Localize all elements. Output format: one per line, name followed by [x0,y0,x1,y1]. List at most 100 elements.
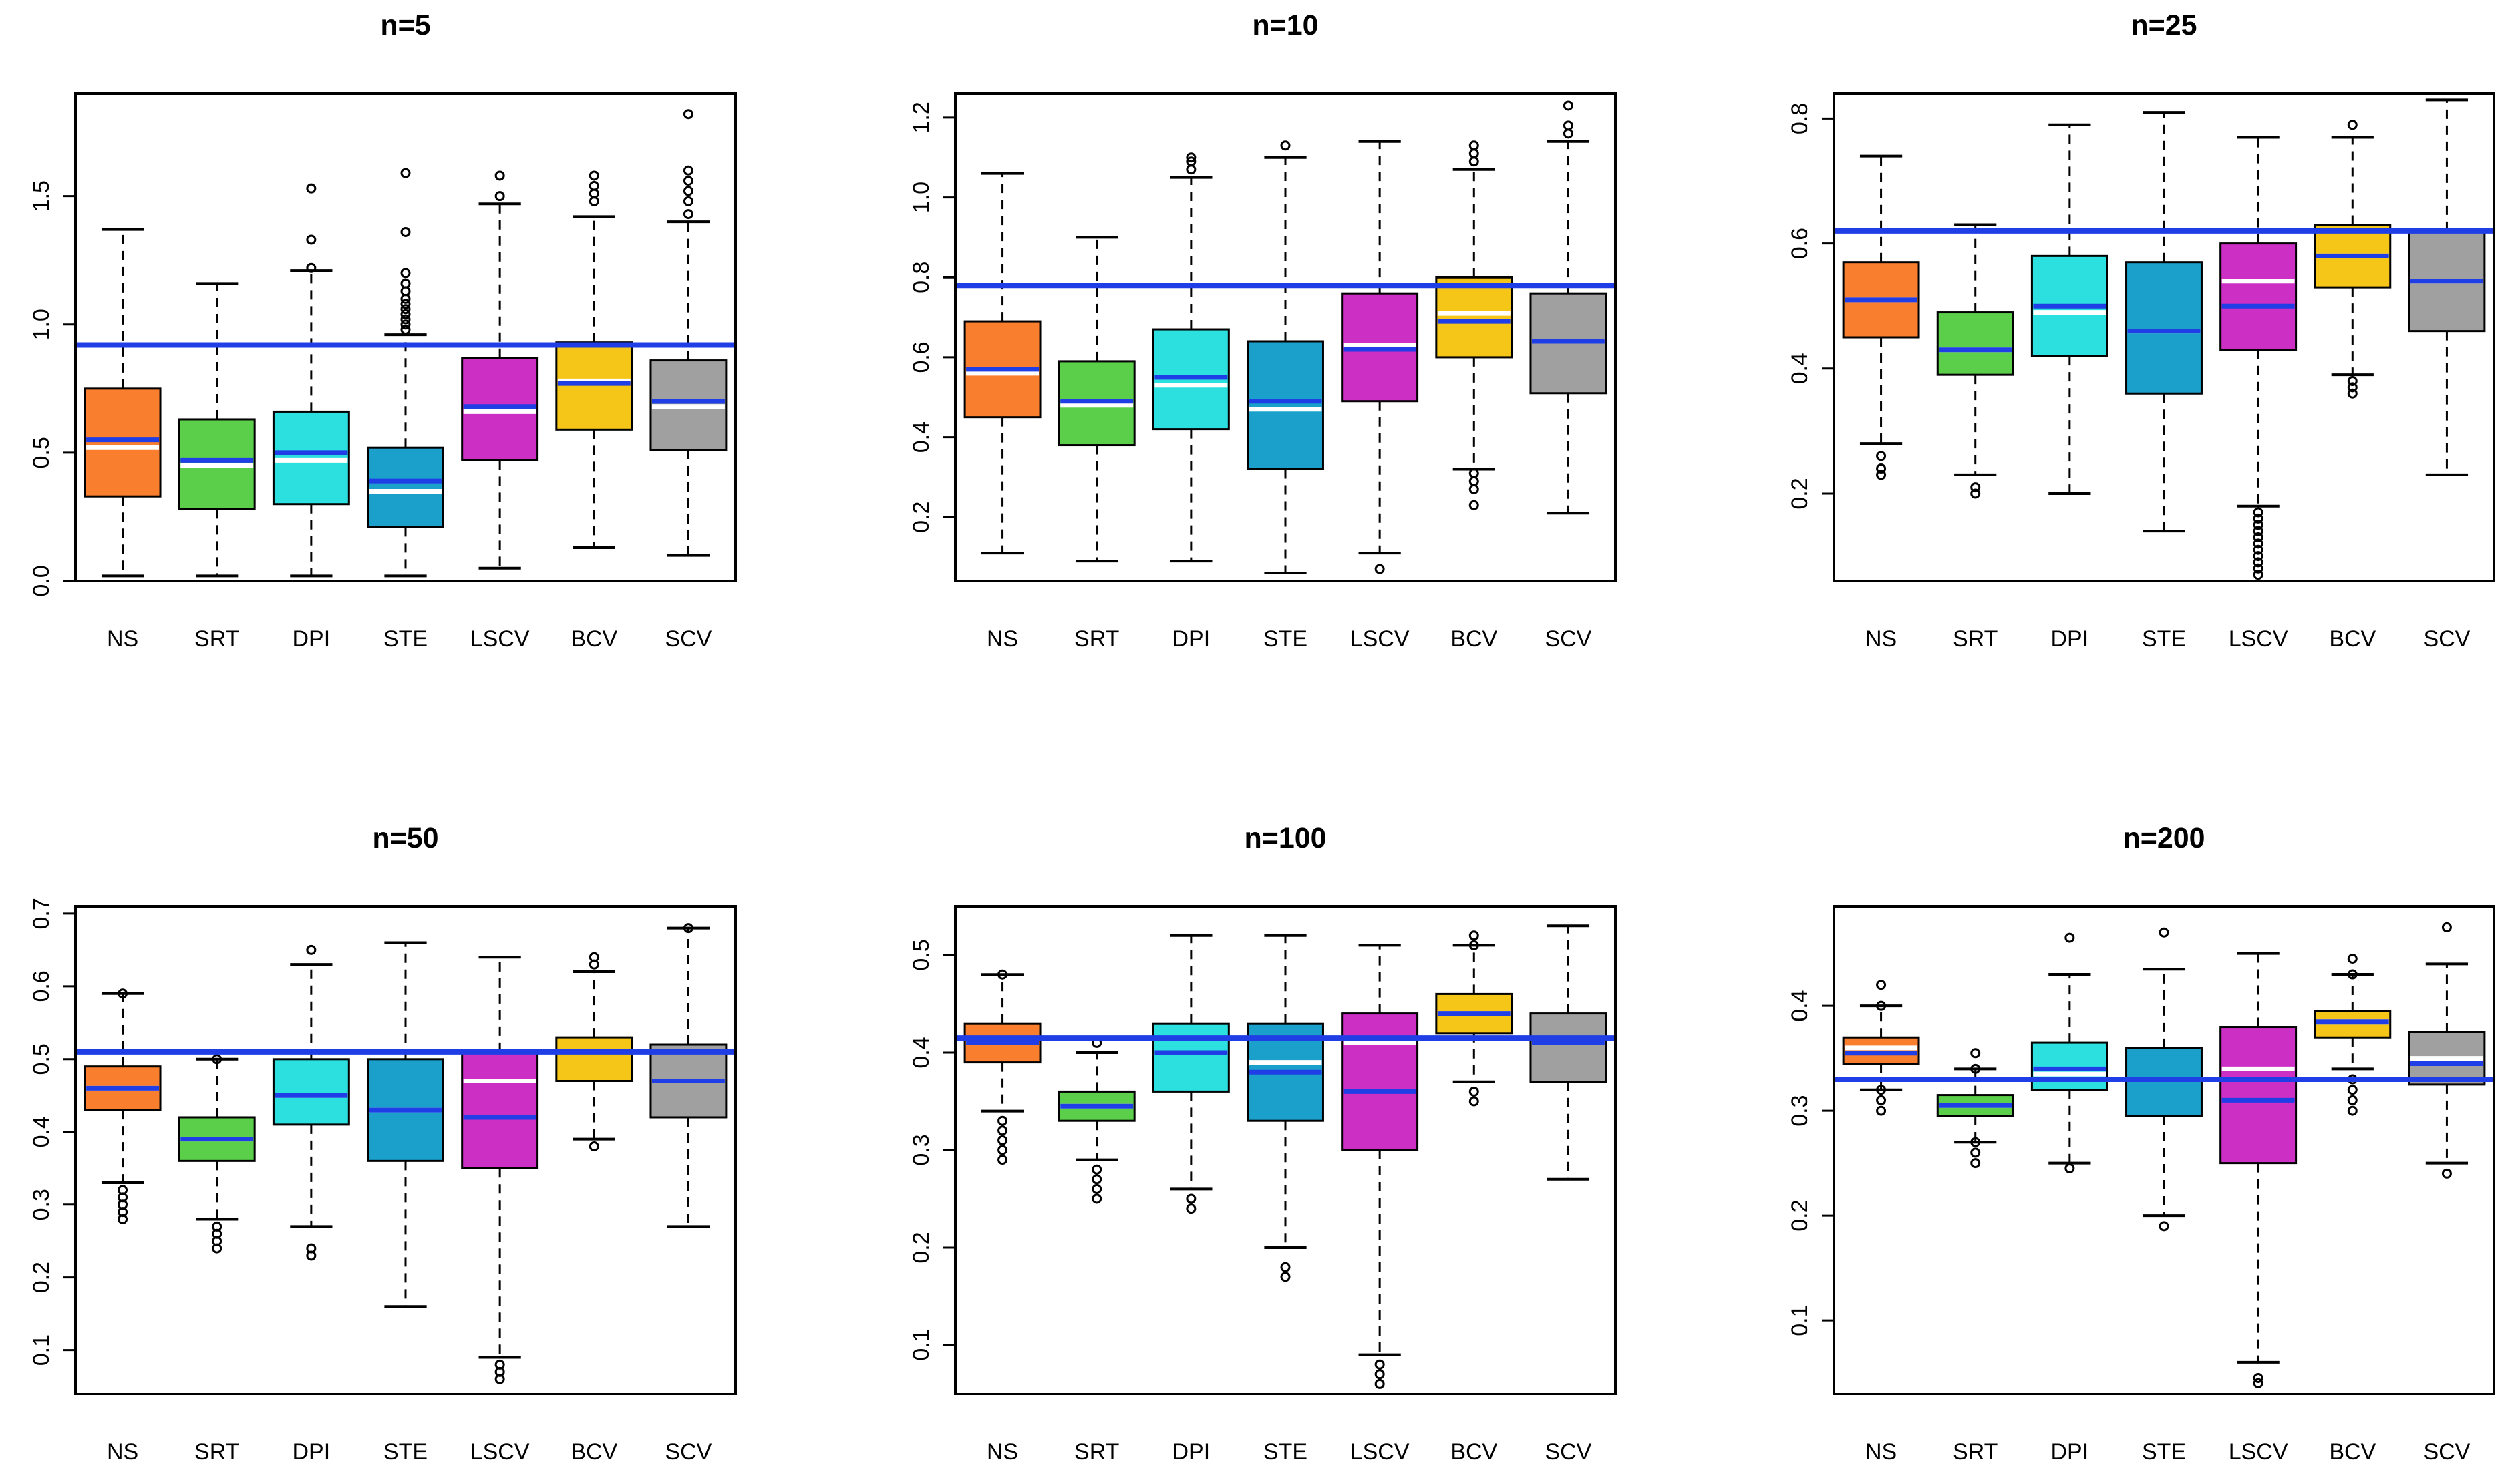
x-category-label: SCV [665,626,712,652]
outlier-point [1876,463,1887,474]
x-category-label: DPI [1172,1439,1211,1465]
outlier-point [1876,470,1887,480]
box-lscv [461,956,539,1384]
outlier-point [400,324,411,335]
y-tick-label: 0.6 [1787,228,1813,259]
box-dpi [1152,152,1230,563]
x-category-label: STE [2142,1439,2186,1465]
x-category-label: LSCV [2229,626,2288,652]
box-ns [84,228,162,578]
outlier-point [1468,140,1479,151]
x-category-label: STE [383,1439,428,1465]
box-srt [1058,236,1136,563]
iqr-box [1341,1012,1419,1151]
outlier-point [683,209,693,220]
outlier-point [1280,140,1291,151]
x-category-label: SRT [1074,1439,1119,1465]
y-tick-label: 0.7 [29,898,54,929]
box-bcv [1435,930,1513,1107]
outlier-point [589,952,599,962]
outlier-point [1468,156,1479,167]
y-tick-label: 0.3 [1787,1095,1813,1126]
box-lscv [2219,952,2298,1388]
y-tick-label: 0.4 [1787,353,1813,384]
x-category-label: BCV [1450,626,1497,652]
y-tick-label: 0.6 [909,341,934,373]
outlier-point [1374,564,1385,574]
outlier-point [1468,476,1479,486]
chart-panel: n=25 0.2 0.4 0.6 0.8 NS SRT DPI STE LSCV BCV SCV [1787,9,2495,652]
outlier-point [2347,1085,2358,1095]
box-ste [367,941,444,1308]
outlier-point [400,319,411,330]
box-bcv [1435,140,1513,510]
outlier-point [2253,1372,2263,1383]
box-ste [367,168,444,578]
outlier-point [1876,451,1887,461]
outlier-point [1092,1183,1102,1194]
x-category-label: SRT [1953,626,1998,652]
outlier-point [2347,382,2358,393]
outlier-point [683,186,693,196]
x-category-label: STE [1263,1439,1307,1465]
outlier-point [1970,1158,1981,1169]
outlier-point [1970,488,1981,499]
y-tick-label: 0.2 [1787,1199,1813,1231]
outlier-point [212,1221,222,1232]
x-category-label: SRT [1953,1439,1998,1465]
outlier-point [997,969,1008,980]
outlier-point [1280,1262,1291,1272]
x-category-label: DPI [2051,1439,2089,1465]
outlier-point [1468,940,1479,950]
outlier-point [2253,557,2263,568]
outlier-point [1468,468,1479,478]
outlier-point [589,180,599,191]
box-ns [963,969,1042,1165]
y-tick-label: 0.1 [1787,1304,1813,1336]
outlier-point [683,165,693,176]
x-category-label: NS [107,626,138,652]
x-category-label: SCV [1545,1439,1591,1465]
x-category-label: SCV [2423,1439,2470,1465]
iqr-box [461,1051,539,1169]
x-category-label: SCV [2423,626,2470,652]
outlier-point [1186,1203,1197,1214]
x-category-label: LSCV [1350,626,1410,652]
iqr-box [272,1058,350,1126]
y-tick-label: 0.6 [29,970,54,1002]
outlier-point [2347,376,2358,387]
x-category-label: SCV [665,1439,712,1465]
box-dpi [272,944,350,1261]
outlier-point [2347,388,2358,399]
chart-panel: n=200 0.1 0.2 0.3 0.4 NS SRT DPI STE LSCV BCV SCV [1787,822,2495,1465]
outlier-point [2253,532,2263,542]
outlier-point [1970,482,1981,493]
x-category-label: STE [1263,626,1307,652]
outlier-point [997,1125,1008,1136]
x-category-label: STE [383,626,428,652]
outlier-point [2253,513,2263,524]
outlier-point [2253,551,2263,562]
box-scv [2408,922,2486,1179]
x-category-label: NS [1865,1439,1897,1465]
x-category-label: SRT [194,1439,239,1465]
outlier-point [2347,953,2358,964]
y-tick-label: 0.0 [29,565,54,596]
chart-title: n=10 [1252,9,1318,41]
outlier-point [683,176,693,186]
box-lscv [1341,140,1419,574]
outlier-point [2064,932,2075,943]
outlier-point [1186,156,1197,167]
iqr-box [2219,242,2298,351]
outlier-point [1186,1193,1197,1204]
iqr-box [1247,340,1324,470]
box-dpi [2030,932,2108,1173]
outlier-point [1563,120,1573,131]
outlier-point [997,1145,1008,1155]
y-tick-label: 0.1 [29,1334,54,1366]
outlier-point [306,234,317,245]
box-srt [1936,1048,2014,1169]
outlier-point [400,168,411,178]
outlier-point [1280,1272,1291,1282]
x-category-label: NS [987,626,1018,652]
